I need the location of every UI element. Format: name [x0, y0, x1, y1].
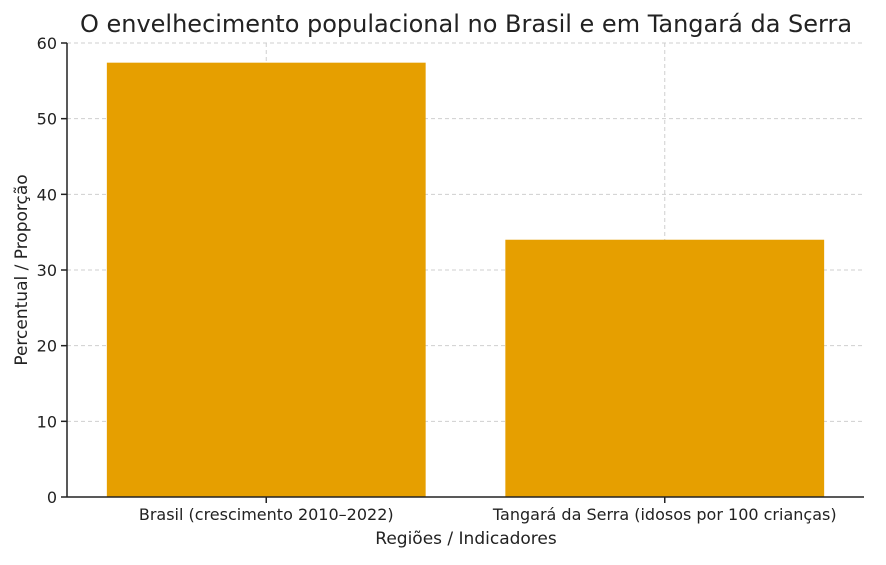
x-ticks: Brasil (crescimento 2010–2022) Tangará da…: [139, 497, 837, 524]
y-tick-label: 20: [37, 337, 57, 356]
y-tick-label: 40: [37, 185, 57, 204]
bar: [106, 62, 426, 497]
bar: [505, 239, 825, 497]
y-ticks: 0 10 20 30 40 50 60: [37, 34, 67, 507]
y-tick-label: 30: [37, 261, 57, 280]
y-tick-label: 10: [37, 412, 57, 431]
y-tick-label: 60: [37, 34, 57, 53]
chart-title: O envelhecimento populacional no Brasil …: [80, 10, 852, 38]
y-axis-label: Percentual / Proporção: [12, 174, 32, 365]
y-tick-label: 50: [37, 110, 57, 129]
x-axis-label: Regiões / Indicadores: [375, 529, 557, 549]
bars: [106, 62, 825, 497]
x-tick-label: Brasil (crescimento 2010–2022): [139, 505, 394, 524]
y-tick-label: 0: [47, 488, 57, 507]
x-tick-label: Tangará da Serra (idosos por 100 criança…: [492, 505, 837, 524]
